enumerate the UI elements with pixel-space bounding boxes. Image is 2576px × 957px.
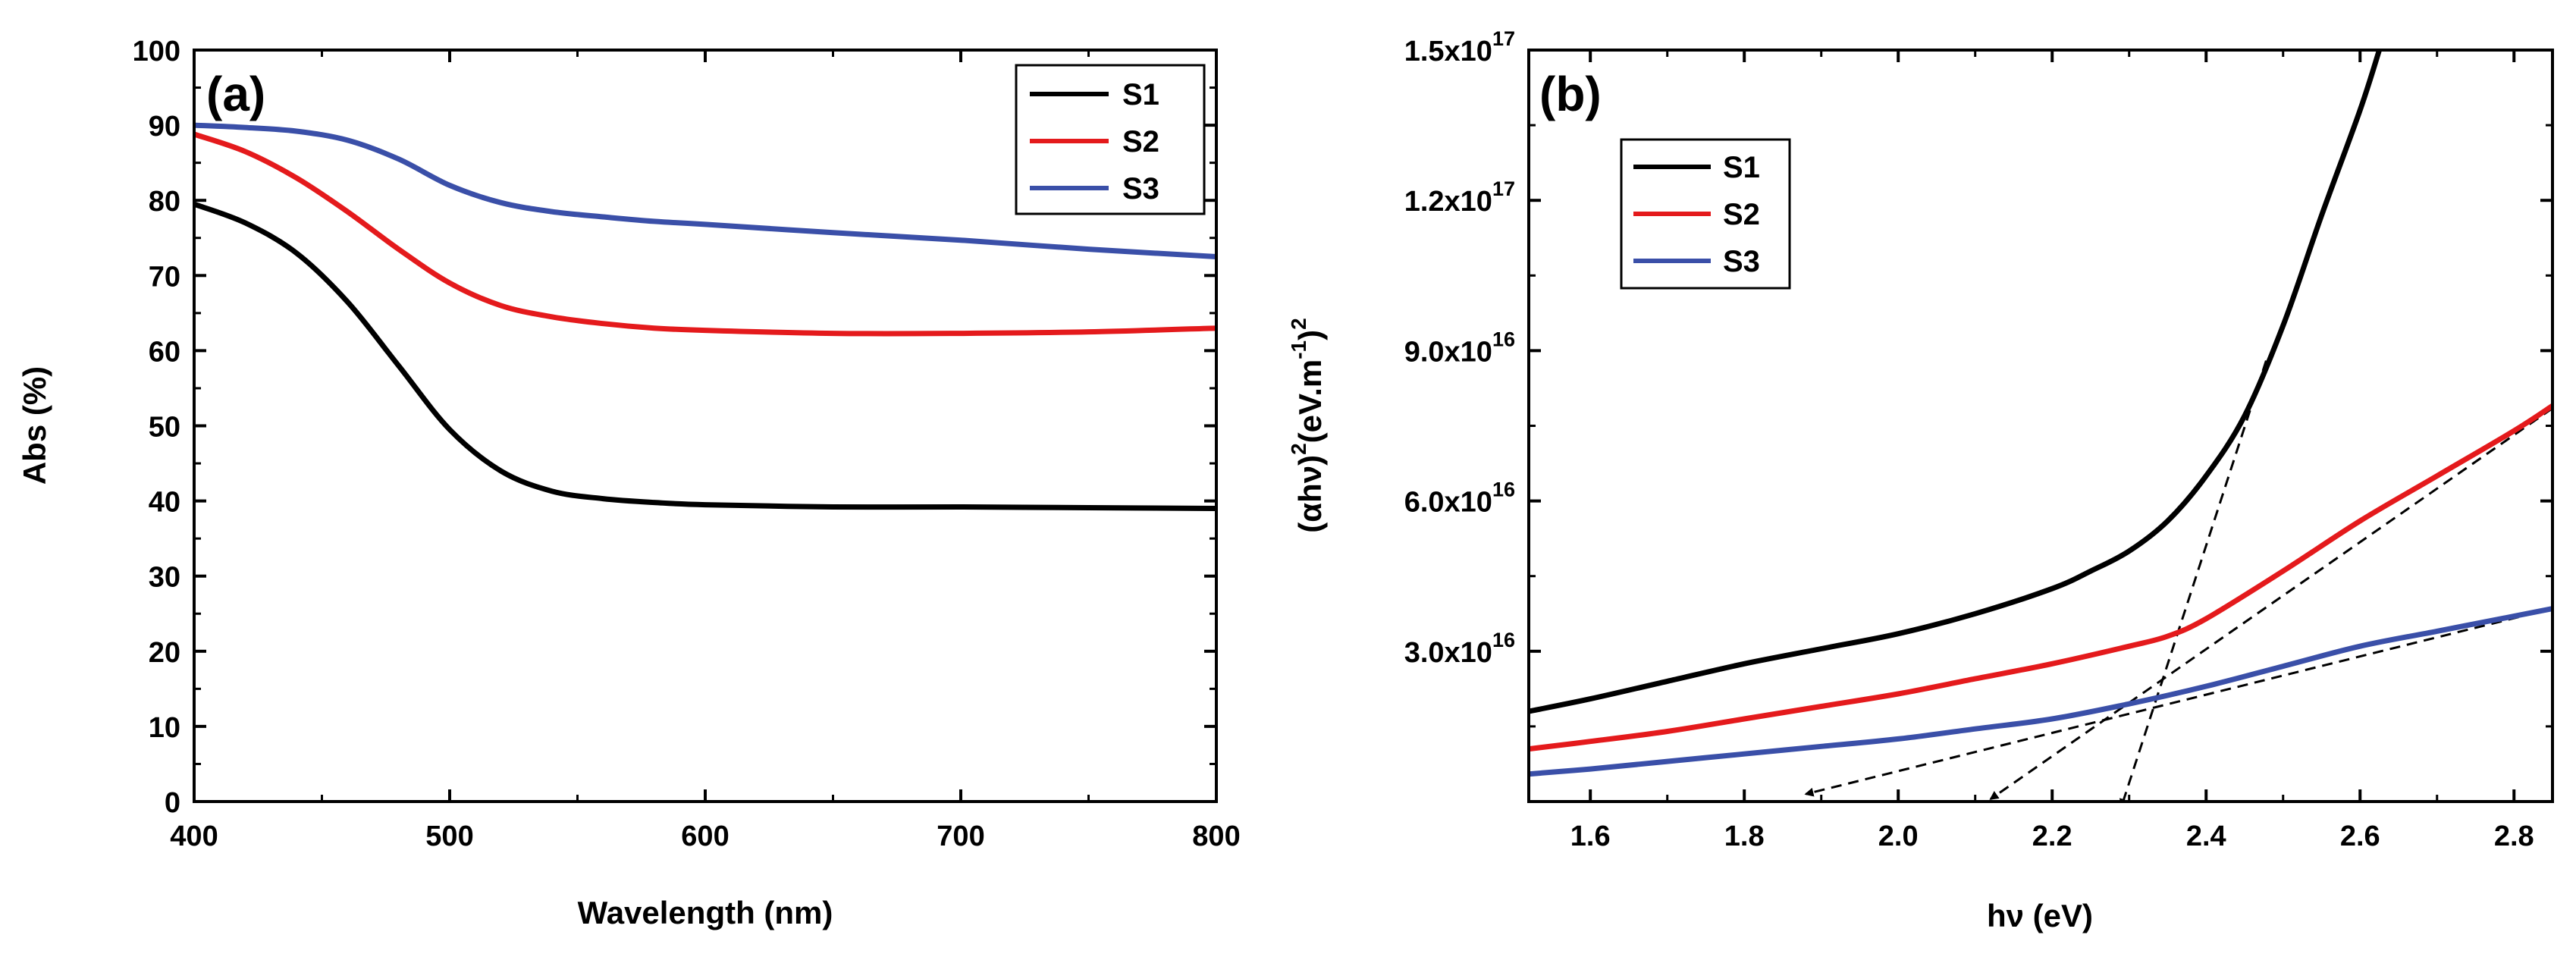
b-y-axis-label: (αhν)2(eV.m-1)2 [1287,318,1328,532]
b-ylabel-part4: -1 [1287,340,1310,359]
b-legend-label-s2: S2 [1723,198,1760,231]
b-series-line-s1 [1529,50,2382,714]
b-x-tick-label: 2.6 [2340,821,2380,852]
chart-b: 1.6 1.8 2.0 2.2 2.4 2.6 2.8 3.0x1016 6.0x1016 9.… [1287,27,2554,933]
b-x-tick-label: 1.6 [1570,821,1611,852]
a-x-tick-label: 600 [681,821,729,852]
b-ylabel-part6: 2 [1287,318,1310,330]
a-y-tick-label: 30 [149,562,180,594]
a-panel-label: (a) [206,67,265,121]
a-legend: S1 S2 S3 [1015,64,1206,215]
b-series-line-s3 [1529,606,2552,777]
a-x-tick-label: 800 [1192,821,1240,852]
a-series-line-s3 [194,122,1216,259]
b-panel-label: (b) [1539,67,1602,121]
a-y-axis-label: Abs (%) [17,366,52,485]
b-series-lines [1529,50,2552,777]
a-x-tick-label: 500 [425,821,473,852]
b-x-tick-label: 2.8 [2494,821,2534,852]
b-y-tick-label: 1.2x1017 [1404,177,1515,218]
b-x-tick-label: 2.2 [2032,821,2072,852]
chart-a: 400 500 600 700 800 0 10 20 30 40 50 60 70 80 90 100 (… [17,36,1241,930]
b-x-axis-label: hν (eV) [1987,898,2093,933]
b-tangent-line-s2 [1989,407,2552,800]
a-y-tick-label: 50 [149,412,180,444]
a-plot-frame [193,49,1218,803]
a-series-line-s2 [194,131,1216,337]
b-y-tick-label: 1.5x1017 [1404,27,1515,67]
a-x-axis-label: Wavelength (nm) [578,895,833,930]
b-y-tick-labels: 3.0x1016 6.0x1016 9.0x1016 1.2x1017 1.5x1017 [1404,27,1515,669]
b-tangent-line-s3 [1804,607,2552,797]
a-x-tick-label: 700 [937,821,984,852]
b-x-tick-label: 2.0 [1878,821,1919,852]
b-ylabel-part1: (αhν) [1292,455,1328,533]
b-tangent-lines [1804,360,2552,802]
b-x-tick-label: 2.4 [2186,821,2226,852]
a-y-tick-label: 100 [133,36,180,67]
b-x-tick-labels: 1.6 1.8 2.0 2.2 2.4 2.6 2.8 [1570,821,2534,852]
a-legend-label-s1: S1 [1122,78,1159,111]
b-y-tick-label: 9.0x1016 [1404,328,1515,368]
b-y-tick-label: 3.0x1016 [1404,629,1515,669]
a-y-tick-label: 70 [149,261,180,293]
a-y-tick-label: 80 [149,186,180,218]
a-y-tick-label: 90 [149,111,180,143]
b-ylabel-part5: ) [1292,330,1328,340]
b-plot-frame [1527,49,2554,803]
a-x-tick-labels: 400 500 600 700 800 [170,821,1240,852]
a-y-tick-label: 0 [165,787,180,819]
a-legend-label-s2: S2 [1122,125,1159,158]
a-y-tick-label: 60 [149,336,180,368]
b-y-tick-label: 6.0x1016 [1404,478,1515,519]
b-legend-label-s3: S3 [1723,245,1760,278]
a-series-lines [194,122,1216,511]
b-x-tick-label: 1.8 [1724,821,1765,852]
a-y-tick-label: 20 [149,637,180,669]
a-y-tick-labels: 0 10 20 30 40 50 60 70 80 90 100 [133,36,180,819]
b-tangent-line-s1 [2119,360,2267,802]
b-legend-label-s1: S1 [1723,151,1760,184]
a-x-tick-label: 400 [170,821,218,852]
a-y-tick-label: 10 [149,712,180,744]
b-ylabel-part2: 2 [1287,443,1310,455]
a-series-line-s1 [194,201,1216,511]
b-legend: S1 S2 S3 [1620,138,1791,290]
a-y-tick-label: 40 [149,487,180,519]
b-series-line-s2 [1529,403,2552,752]
b-ylabel-part3: (eV.m [1292,359,1328,444]
a-legend-label-s3: S3 [1122,172,1159,206]
